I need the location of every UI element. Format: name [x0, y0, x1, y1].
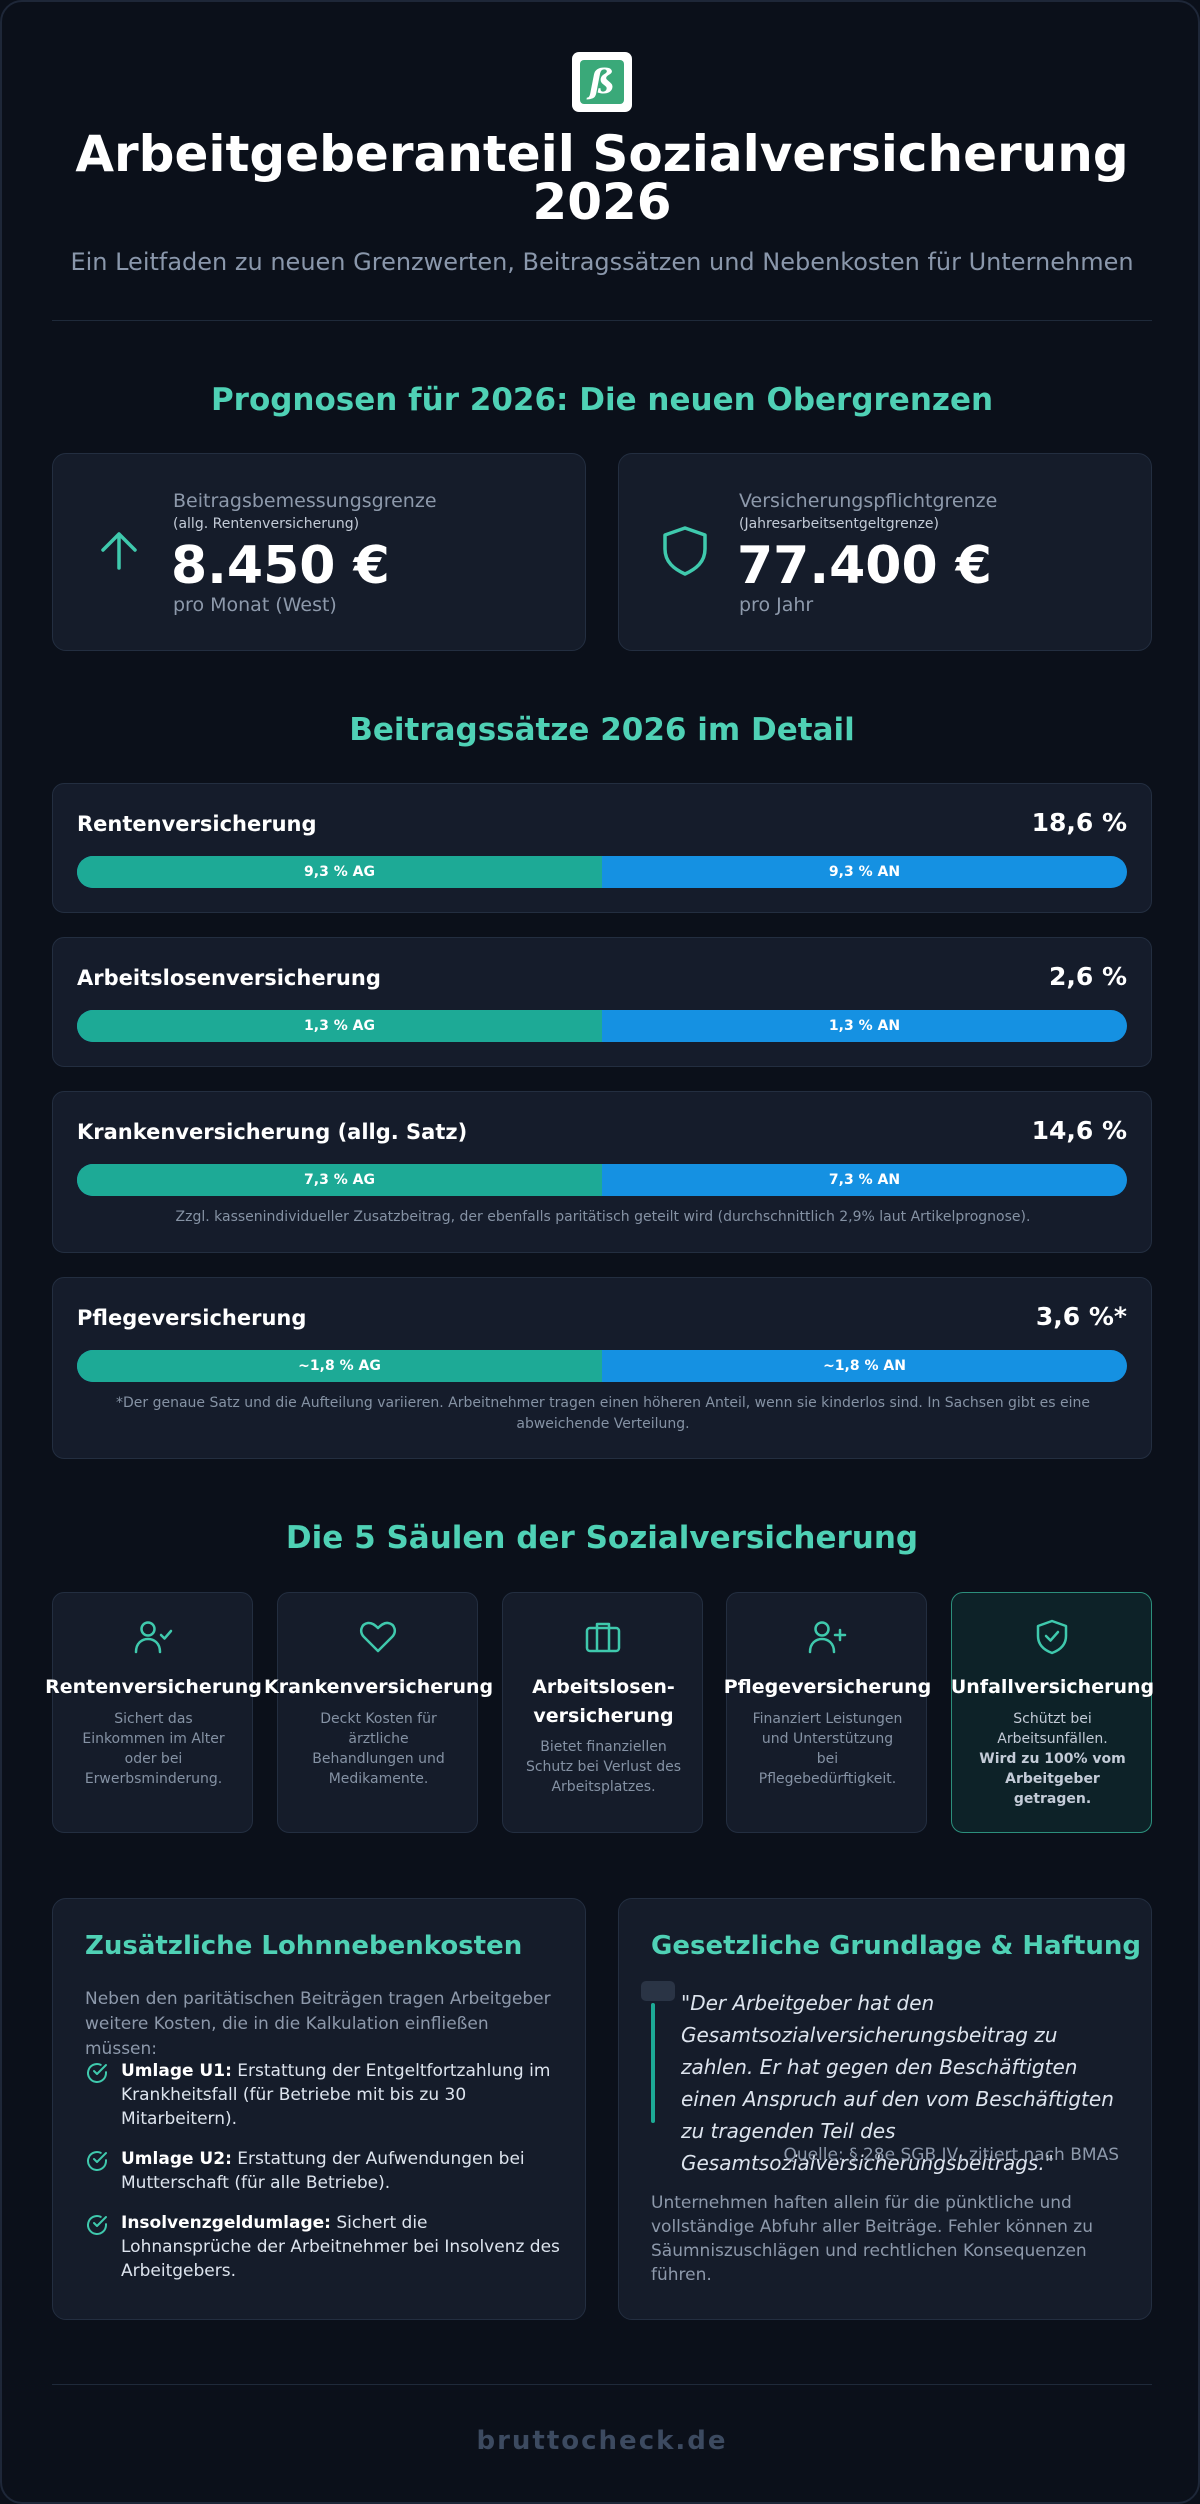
- pillar-card-kranken: Krankenversicherung Deckt Kosten für ärz…: [264, 1592, 493, 1833]
- rate-note: *Der genaue Satz und die Aufteilung vari…: [116, 1395, 1090, 1432]
- brand-logo: ß: [572, 52, 632, 112]
- rate-name: Pflegeversicherung: [77, 1306, 307, 1330]
- rate-total: 3,6 %*: [1035, 1302, 1127, 1331]
- rate-bar: ~1,8 % AG ~1,8 % AN: [77, 1350, 1127, 1382]
- stat-unit: pro Jahr: [739, 594, 814, 616]
- stat-sublabel: (Jahresarbeitsentgeltgrenze): [739, 516, 940, 532]
- stat-label: Beitragsbemessungsgrenze: [173, 490, 437, 512]
- pillars-heading: Die 5 Säulen der Sozialversicherung: [285, 1520, 919, 1556]
- stat-card-bbg: Beitragsbemessungsgrenze (allg. Rentenve…: [52, 453, 586, 651]
- page-title: Arbeitgeberanteil Sozialversicherung 202…: [75, 125, 1129, 231]
- rate-bar-ag: 9,3 % AG: [77, 856, 602, 888]
- rate-card-pflege: Pflegeversicherung 3,6 %* ~1,8 % AG ~1,8…: [52, 1277, 1152, 1459]
- user-check-icon: [133, 1617, 173, 1657]
- list-item-text: Umlage U1: Erstattung der Entgeltfortzah…: [121, 2059, 561, 2131]
- costs-box: Zusätzliche Lohnnebenkosten Neben den pa…: [52, 1898, 586, 2320]
- list-item-desc: Sichert die Lohnansprüche der Arbeitnehm…: [121, 2213, 560, 2281]
- footer-brand: bruttocheck.de: [476, 2426, 728, 2456]
- briefcase-icon: [583, 1617, 623, 1657]
- rate-total: 2,6 %: [1048, 962, 1127, 991]
- rate-card-rente: Rentenversicherung 18,6 % 9,3 % AG 9,3 %…: [52, 783, 1152, 913]
- arrow-up-icon: [91, 522, 147, 578]
- rate-total: 14,6 %: [1031, 1116, 1127, 1145]
- rate-name: Rentenversicherung: [77, 812, 317, 836]
- list-item-term: Umlage U2:: [121, 2149, 232, 2169]
- costs-heading: Zusätzliche Lohnnebenkosten: [85, 1931, 523, 1961]
- pillar-desc: Finanziert Leistungen und Unterstützung …: [752, 1711, 903, 1787]
- stat-unit: pro Monat (West): [173, 594, 337, 616]
- pillar-title: Arbeitslosen-versicherung: [532, 1676, 675, 1727]
- stat-value: 77.400 €: [737, 536, 992, 596]
- rate-name: Krankenversicherung (allg. Satz): [77, 1120, 468, 1144]
- rate-bar-an: 9,3 % AN: [828, 864, 901, 880]
- legal-quote: "Der Arbeitgeber hat den Gesamtsozialver…: [681, 1991, 1114, 2175]
- divider: [52, 320, 1152, 321]
- costs-intro: Neben den paritätischen Beiträgen tragen…: [85, 1989, 551, 2059]
- pillar-desc: Sichert das Einkommen im Alter oder bei …: [82, 1711, 225, 1787]
- legal-outro: Unternehmen haften allein für die pünktl…: [651, 2193, 1094, 2285]
- pillar-card-arbeitslosen: Arbeitslosen-versicherung Bietet finanzi…: [502, 1592, 703, 1833]
- list-item-text: Umlage U2: Erstattung der Aufwendungen b…: [121, 2147, 561, 2195]
- rate-bar-ag: 1,3 % AG: [77, 1010, 602, 1042]
- rate-card-arbeitslosen: Arbeitslosenversicherung 2,6 % 1,3 % AG …: [52, 937, 1152, 1067]
- legal-source: Quelle: § 28e SGB IV, zitiert nach BMAS: [783, 2145, 1119, 2165]
- pillar-desc: Schützt bei Arbeitsunfällen.: [997, 1711, 1108, 1747]
- legal-heading: Gesetzliche Grundlage & Haftung: [651, 1931, 1142, 1961]
- page-subtitle: Ein Leitfaden zu neuen Grenzwerten, Beit…: [70, 248, 1134, 276]
- pillar-strong: Wird zu 100% vom Arbeitgeber getragen.: [979, 1751, 1126, 1807]
- limits-heading: Prognosen für 2026: Die neuen Obergrenze…: [210, 382, 994, 418]
- pillar-title: Krankenversicherung: [264, 1676, 494, 1698]
- rate-bar-ag: ~1,8 % AG: [77, 1350, 602, 1382]
- rates-heading: Beitragssätze 2026 im Detail: [349, 712, 855, 748]
- divider: [52, 2384, 1152, 2385]
- legal-box: Gesetzliche Grundlage & Haftung "Der Arb…: [618, 1898, 1152, 2320]
- pillar-title: Unfallversicherung: [950, 1676, 1155, 1698]
- list-item-text: Insolvenzgeldumlage: Sichert die Lohnans…: [121, 2211, 561, 2283]
- shield-check-icon: [1032, 1617, 1072, 1657]
- quote-icon: [641, 1981, 675, 2001]
- pillar-card-unfall: Unfallversicherung Schützt bei Arbeitsun…: [951, 1592, 1154, 1833]
- check-circle-icon: [85, 2061, 109, 2085]
- stat-sublabel: (allg. Rentenversicherung): [173, 516, 360, 532]
- rate-bar: 7,3 % AG 7,3 % AN: [77, 1164, 1127, 1196]
- logo-glyph: ß: [580, 60, 624, 104]
- rate-total: 18,6 %: [1031, 808, 1127, 837]
- pillar-title: Pflegeversicherung: [723, 1676, 932, 1698]
- list-item-term: Umlage U1:: [121, 2061, 232, 2081]
- rate-bar-an: ~1,8 % AN: [823, 1358, 906, 1374]
- pillar-desc: Deckt Kosten für ärztliche Behandlungen …: [312, 1711, 445, 1787]
- rate-name: Arbeitslosenversicherung: [77, 966, 381, 990]
- pillar-title: Rentenversicherung: [45, 1676, 262, 1698]
- heart-icon: [358, 1617, 398, 1657]
- rate-note: Zzgl. kassenindividueller Zusatzbeitrag,…: [175, 1209, 1031, 1225]
- check-circle-icon: [85, 2149, 109, 2173]
- rate-bar: 9,3 % AG 9,3 % AN: [77, 856, 1127, 888]
- rate-card-kranken: Krankenversicherung (allg. Satz) 14,6 % …: [52, 1091, 1152, 1253]
- rate-bar-an: 7,3 % AN: [828, 1172, 901, 1188]
- list-item-term: Insolvenzgeldumlage:: [121, 2213, 331, 2233]
- pillar-card-pflege: Pflegeversicherung Finanziert Leistungen…: [724, 1592, 931, 1833]
- stat-card-vpg: Versicherungspflichtgrenze (Jahresarbeit…: [618, 453, 1152, 651]
- stat-value: 8.450 €: [171, 536, 390, 596]
- list-item-desc: Erstattung der Aufwendungen bei Muttersc…: [121, 2149, 525, 2193]
- user-plus-icon: [807, 1617, 847, 1657]
- shield-icon: [657, 522, 713, 578]
- pillar-card-rente: Rentenversicherung Sichert das Einkommen…: [45, 1592, 262, 1833]
- rate-bar-ag: 7,3 % AG: [77, 1164, 602, 1196]
- pillar-desc: Bietet finanziellen Schutz bei Verlust d…: [525, 1739, 682, 1795]
- list-item-desc: Erstattung der Entgeltfortzahlung im Kra…: [121, 2061, 551, 2129]
- stat-label: Versicherungspflichtgrenze: [739, 490, 998, 512]
- check-circle-icon: [85, 2213, 109, 2237]
- quote-accent: [651, 2003, 655, 2123]
- rate-bar: 1,3 % AG 1,3 % AN: [77, 1010, 1127, 1042]
- rate-bar-an: 1,3 % AN: [828, 1018, 901, 1034]
